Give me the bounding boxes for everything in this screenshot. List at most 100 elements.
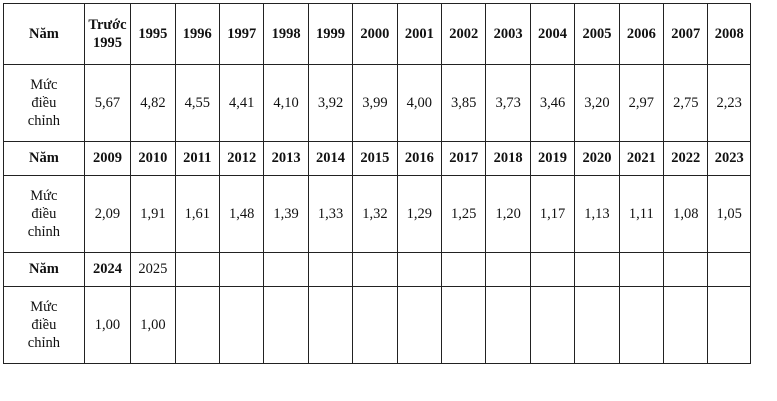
rate-cell: 3,73: [485, 64, 531, 142]
rate-row-label: Mức điều chỉnh: [3, 175, 85, 253]
rate-cell: 2,97: [618, 64, 665, 142]
year-cell: 2018: [485, 141, 531, 176]
rate-cell: [174, 286, 220, 364]
year-cell: 2002: [441, 3, 487, 65]
year-row: Năm 2009 2010 2011 2012 2013 2014 2015 2016 2017 2…: [3, 141, 751, 176]
rate-cell: 4,41: [218, 64, 265, 142]
year-cell: [263, 252, 309, 287]
year-cell: 2019: [529, 141, 576, 176]
rate-cell: 4,10: [263, 64, 309, 142]
rate-cell: [485, 286, 531, 364]
table-body: Năm Trước 1995 1995 1996 1997 1998 1999 2000 200…: [3, 3, 751, 364]
rate-cell: 3,99: [352, 64, 398, 142]
year-cell: [441, 252, 487, 287]
rate-cell: [441, 286, 487, 364]
rate-cell: 2,09: [83, 175, 132, 253]
year-cell: 1996: [174, 3, 220, 65]
year-cell: 2021: [618, 141, 665, 176]
adjustment-rate-table: Năm Trước 1995 1995 1996 1997 1998 1999 2000 200…: [3, 3, 751, 364]
rate-cell: [263, 286, 309, 364]
year-row-label: Năm: [3, 3, 85, 65]
year-cell: 1998: [263, 3, 309, 65]
rate-cell: 2,75: [663, 64, 709, 142]
rate-cell: 5,67: [83, 64, 132, 142]
rate-cell: 1,29: [396, 175, 443, 253]
year-cell: 2004: [529, 3, 576, 65]
year-cell: 2022: [663, 141, 709, 176]
rate-row-label: Mức điều chỉnh: [3, 286, 85, 364]
rate-cell: 4,82: [130, 64, 176, 142]
rate-cell: 3,46: [529, 64, 576, 142]
year-cell: 2010: [130, 141, 176, 176]
rate-cell: [529, 286, 576, 364]
year-cell: 2012: [218, 141, 265, 176]
rate-cell: [618, 286, 665, 364]
year-cell: 2015: [352, 141, 398, 176]
year-row-label: Năm: [3, 252, 85, 287]
year-cell: 2014: [307, 141, 354, 176]
rate-cell: 1,11: [618, 175, 665, 253]
rate-cell: 1,61: [174, 175, 220, 253]
year-cell: [485, 252, 531, 287]
year-cell: [707, 252, 751, 287]
rate-cell: 1,00: [130, 286, 176, 364]
rate-cell: [218, 286, 265, 364]
year-cell: 2003: [485, 3, 531, 65]
rate-row: Mức điều chỉnh 5,67 4,82 4,55 4,41 4,10 3,92 3,…: [3, 64, 751, 142]
year-cell: 2001: [396, 3, 443, 65]
rate-cell: 1,08: [663, 175, 709, 253]
year-cell: 2000: [352, 3, 398, 65]
rate-cell: [663, 286, 709, 364]
year-cell: 2006: [618, 3, 665, 65]
year-cell: [307, 252, 354, 287]
year-row: Năm 2024 2025: [3, 252, 751, 287]
year-cell: 2011: [174, 141, 220, 176]
rate-cell: [307, 286, 354, 364]
rate-row: Mức điều chỉnh 2,09 1,91 1,61 1,48 1,39 1,33 1,…: [3, 175, 751, 253]
rate-cell: 3,20: [574, 64, 620, 142]
year-cell: 2017: [441, 141, 487, 176]
rate-cell: [707, 286, 751, 364]
rate-cell: [574, 286, 620, 364]
year-cell: 2005: [574, 3, 620, 65]
year-cell: [174, 252, 220, 287]
rate-cell: [396, 286, 443, 364]
rate-row: Mức điều chỉnh 1,00 1,00: [3, 286, 751, 364]
year-cell: [663, 252, 709, 287]
rate-cell: 1,39: [263, 175, 309, 253]
rate-cell: 2,23: [707, 64, 751, 142]
year-cell: [529, 252, 576, 287]
rate-cell: 4,55: [174, 64, 220, 142]
year-cell: 2007: [663, 3, 709, 65]
rate-cell: 1,00: [83, 286, 132, 364]
rate-cell: 1,32: [352, 175, 398, 253]
year-cell: 2025: [130, 252, 176, 287]
year-cell: 2023: [707, 141, 751, 176]
rate-row-label: Mức điều chỉnh: [3, 64, 85, 142]
year-cell: [396, 252, 443, 287]
rate-cell: 1,17: [529, 175, 576, 253]
rate-cell: 1,25: [441, 175, 487, 253]
year-cell: [574, 252, 620, 287]
year-cell: 2013: [263, 141, 309, 176]
year-cell: 1997: [218, 3, 265, 65]
year-cell: 2008: [707, 3, 751, 65]
year-cell: 2016: [396, 141, 443, 176]
rate-cell: 3,85: [441, 64, 487, 142]
rate-cell: 1,05: [707, 175, 751, 253]
year-cell: [352, 252, 398, 287]
year-cell: 1999: [307, 3, 354, 65]
year-cell: [618, 252, 665, 287]
rate-cell: 3,92: [307, 64, 354, 142]
rate-cell: 1,13: [574, 175, 620, 253]
year-row: Năm Trước 1995 1995 1996 1997 1998 1999 2000 200…: [3, 3, 751, 65]
year-row-label: Năm: [3, 141, 85, 176]
year-cell: 2024: [83, 252, 132, 287]
year-cell: Trước 1995: [83, 3, 132, 65]
rate-cell: [352, 286, 398, 364]
year-cell: [218, 252, 265, 287]
rate-cell: 4,00: [396, 64, 443, 142]
rate-cell: 1,20: [485, 175, 531, 253]
rate-cell: 1,33: [307, 175, 354, 253]
rate-cell: 1,48: [218, 175, 265, 253]
